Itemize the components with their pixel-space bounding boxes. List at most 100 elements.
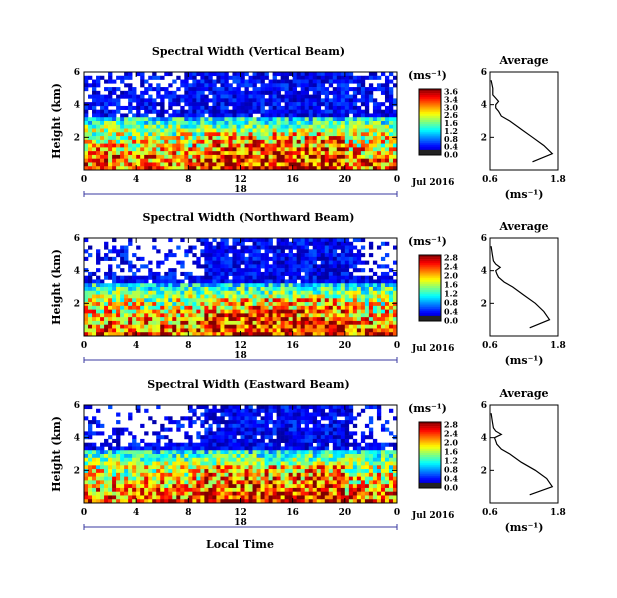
heatmap-cell	[168, 416, 173, 421]
heatmap-cell	[192, 328, 197, 333]
heatmap-cell	[192, 79, 197, 84]
heatmap-cell	[180, 305, 185, 310]
heatmap-cell	[120, 469, 125, 474]
heatmap-cell	[324, 102, 330, 107]
heatmap-cell	[260, 79, 265, 84]
heatmap-cell	[332, 294, 338, 299]
heatmap-cell	[168, 158, 173, 163]
heatmap-cell	[220, 290, 225, 295]
heatmap-cell	[192, 83, 197, 88]
heatmap-cell	[228, 83, 233, 88]
heatmap-cell	[268, 287, 273, 292]
heatmap-cell	[388, 324, 394, 329]
heatmap-cell	[220, 309, 225, 314]
heatmap-cell	[124, 317, 129, 322]
heatmap-cell	[272, 442, 277, 447]
heatmap-cell	[368, 162, 374, 167]
heatmap-cell	[160, 158, 165, 163]
heatmap-cell	[336, 147, 342, 152]
heatmap-cell	[300, 420, 305, 425]
heatmap-cell	[204, 79, 209, 84]
heatmap-cell	[208, 162, 213, 167]
heatmap-cell	[108, 320, 113, 325]
heatmap-cell	[288, 461, 293, 466]
heatmap-cell	[284, 480, 289, 485]
heatmap-cell	[220, 72, 225, 77]
heatmap-cell	[240, 408, 245, 413]
heatmap-cell	[128, 268, 133, 273]
heatmap-cell	[212, 124, 217, 129]
heatmap-cell	[176, 287, 181, 292]
heatmap-cell	[256, 162, 261, 167]
heatmap-cell	[376, 143, 382, 148]
heatmap-cell	[296, 324, 301, 329]
heatmap-cell	[392, 132, 398, 137]
heatmap-cell	[372, 139, 378, 144]
heatmap-cell	[160, 275, 165, 280]
heatmap-cell	[380, 283, 386, 288]
heatmap-cell	[244, 484, 249, 489]
heatmap-cell	[248, 279, 253, 284]
heatmap-cell	[132, 113, 137, 118]
heatmap-cell	[200, 461, 205, 466]
heatmap-cell	[332, 305, 338, 310]
heatmap-cell	[172, 94, 177, 99]
heatmap-cell	[176, 279, 181, 284]
heatmap-cell	[152, 332, 157, 337]
heatmap-cell	[368, 279, 374, 284]
heatmap-cell	[288, 94, 293, 99]
heatmap-cell	[156, 124, 161, 129]
heatmap-cell	[140, 438, 145, 443]
heatmap-cell	[156, 113, 161, 118]
heatmap-cell	[232, 275, 237, 280]
heatmap-cell	[116, 309, 121, 314]
heatmap-cell	[172, 253, 177, 258]
heatmap-cell	[312, 139, 318, 144]
heatmap-cell	[244, 94, 249, 99]
heatmap-cell	[160, 450, 165, 455]
heatmap-cell	[144, 305, 149, 310]
heatmap-cell	[124, 147, 129, 152]
heatmap-cell	[284, 469, 289, 474]
heatmap-cell	[124, 72, 129, 77]
heatmap-cell	[196, 332, 201, 337]
heatmap-cell	[244, 151, 249, 156]
heatmap-cell	[200, 166, 205, 171]
heatmap-cell	[204, 480, 209, 485]
profile-title: Average	[498, 220, 548, 233]
heatmap-cell	[228, 465, 233, 470]
heatmap-cell	[228, 472, 233, 477]
heatmap-cell	[96, 121, 101, 126]
heatmap-cell	[112, 469, 117, 474]
heatmap-cell	[200, 83, 205, 88]
heatmap-cell	[84, 109, 89, 114]
heatmap-cell	[92, 457, 97, 462]
heatmap-cell	[324, 253, 330, 258]
heatmap-cell	[328, 113, 334, 118]
heatmap-cell	[252, 427, 257, 432]
heatmap-cell	[292, 435, 297, 440]
heatmap-cell	[260, 442, 265, 447]
heatmap-cell	[124, 256, 129, 261]
heatmap-cell	[380, 290, 386, 295]
heatmap-cell	[88, 431, 93, 436]
heatmap-cell	[360, 313, 366, 318]
heatmap-cell	[320, 290, 326, 295]
heatmap-cell	[352, 302, 358, 307]
heatmap-cell	[256, 268, 261, 273]
heatmap-cell	[284, 332, 289, 337]
heatmap-cell	[232, 302, 237, 307]
heatmap-cell	[212, 166, 217, 171]
heatmap-cell	[144, 105, 149, 110]
heatmap-cell	[332, 268, 338, 273]
heatmap-cell	[372, 328, 378, 333]
heatmap-cell	[336, 298, 342, 303]
heatmap-cell	[308, 328, 314, 333]
heatmap-cell	[104, 158, 109, 163]
heatmap-cell	[264, 109, 269, 114]
heatmap-cell	[264, 499, 269, 504]
heatmap-cell	[292, 128, 297, 133]
heatmap-cell	[212, 332, 217, 337]
heatmap-cell	[148, 416, 153, 421]
heatmap-cell	[320, 109, 326, 114]
